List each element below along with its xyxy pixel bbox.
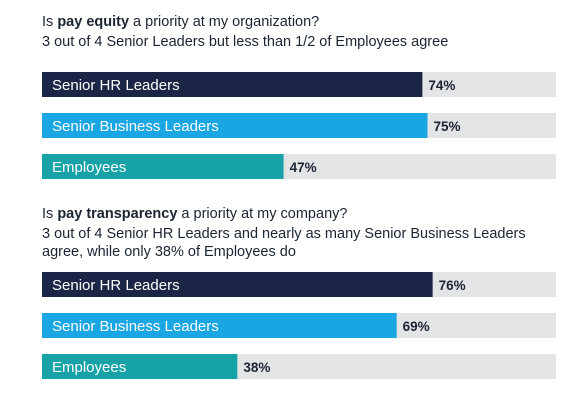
value-label-employees: 47% xyxy=(290,160,317,175)
pay-equity-question: Is pay equity a priority at my organizat… xyxy=(42,13,552,31)
pay-transparency-question: Is pay transparency a priority at my com… xyxy=(42,205,552,223)
bar-senior-hr-leaders xyxy=(42,72,423,97)
question-text: a priority at my company? xyxy=(177,206,348,222)
question-emphasis: pay transparency xyxy=(57,206,178,222)
bar-senior-hr-leaders xyxy=(42,272,433,297)
value-label-employees: 38% xyxy=(243,360,270,375)
question-emphasis: pay equity xyxy=(57,14,130,30)
bar-label-senior-hr-leaders: Senior HR Leaders xyxy=(52,277,180,294)
value-label-senior-business-leaders: 75% xyxy=(434,119,461,134)
value-label-senior-business-leaders: 69% xyxy=(403,319,430,334)
pay-equity-subtitle: 3 out of 4 Senior Leaders but less than … xyxy=(42,34,449,50)
bar-label-employees: Employees xyxy=(52,159,126,176)
bar-label-senior-business-leaders: Senior Business Leaders xyxy=(52,318,219,335)
bar-label-senior-business-leaders: Senior Business Leaders xyxy=(52,118,219,135)
bar-senior-business-leaders xyxy=(42,113,428,138)
pay-transparency-chart: Senior HR Leaders 76% Senior Business Lead… xyxy=(42,272,556,379)
pay-equity-chart: Senior HR Leaders 74% Senior Business Lead… xyxy=(42,72,556,179)
question-text: Is xyxy=(42,14,58,30)
question-text: Is xyxy=(42,206,58,222)
bar-label-senior-hr-leaders: Senior HR Leaders xyxy=(52,77,180,94)
bar-employees xyxy=(42,154,284,179)
value-label-senior-hr-leaders: 76% xyxy=(439,278,466,293)
question-text: a priority at my organization? xyxy=(129,14,320,30)
bar-label-employees: Employees xyxy=(52,359,126,376)
bar-senior-business-leaders xyxy=(42,313,397,338)
bar-employees xyxy=(42,354,238,379)
pay-transparency-subtitle: 3 out of 4 Senior HR Leaders and nearly … xyxy=(42,226,526,260)
value-label-senior-hr-leaders: 74% xyxy=(428,78,455,93)
